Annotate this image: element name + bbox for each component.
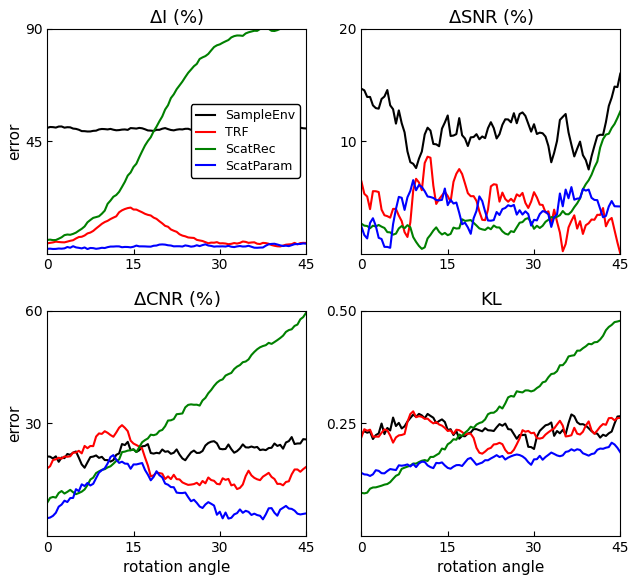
Title: KL: KL — [480, 291, 502, 309]
Legend: SampleEnv, TRF, ScatRec, ScatParam: SampleEnv, TRF, ScatRec, ScatParam — [191, 104, 300, 178]
X-axis label: rotation angle: rotation angle — [437, 560, 544, 575]
X-axis label: rotation angle: rotation angle — [123, 560, 230, 575]
Title: $\Delta$CNR (%): $\Delta$CNR (%) — [133, 289, 221, 309]
Y-axis label: error: error — [7, 404, 22, 442]
Title: $\Delta$SNR (%): $\Delta$SNR (%) — [448, 7, 534, 27]
Title: $\Delta$I (%): $\Delta$I (%) — [149, 7, 204, 27]
Y-axis label: error: error — [7, 122, 22, 159]
